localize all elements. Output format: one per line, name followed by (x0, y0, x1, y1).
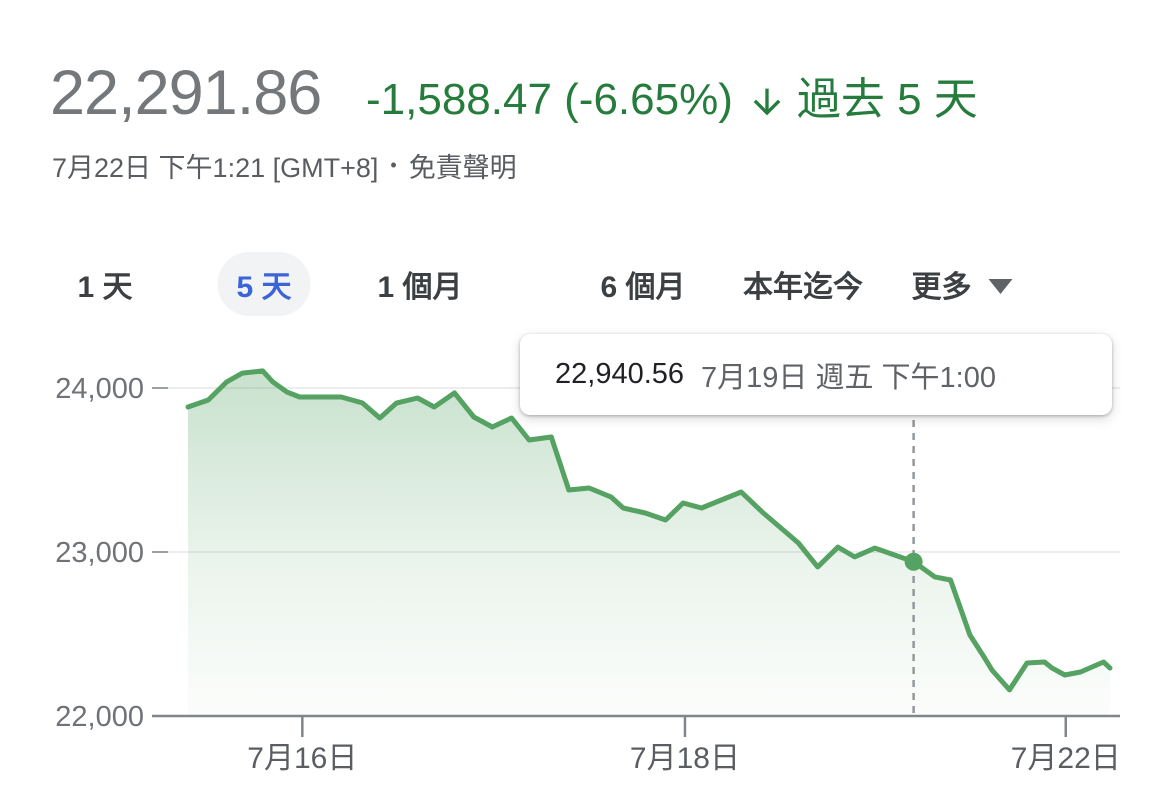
chevron-down-icon (988, 278, 1013, 294)
subtitle-separator: • (390, 155, 397, 175)
tab-ytd[interactable]: 本年迄今 (743, 271, 863, 304)
quote-timestamp: 7月22日 下午1:21 [GMT+8] (52, 153, 379, 183)
price-change-row: -1,588.47 (-6.65%) 過去 5 天 (366, 74, 978, 126)
y-axis-label: 22,000 (55, 701, 144, 733)
tooltip-value: 22,940.56 (555, 358, 685, 390)
price-change: -1,588.47 (-6.65%) (366, 75, 733, 124)
disclaimer-link[interactable]: 免責聲明 (408, 153, 517, 183)
tab-1-month[interactable]: 1 個月 (377, 271, 463, 304)
y-axis-label: 24,000 (55, 373, 144, 405)
arrow-down-icon (753, 88, 781, 116)
highlight-dot (904, 552, 923, 571)
current-price: 22,291.86 (50, 58, 322, 128)
chart-svg[interactable]: 22,000 23,000 24,000 7月16日 7月18日 7月22日 (0, 348, 1170, 808)
tab-1-day[interactable]: 1 天 (77, 271, 133, 304)
x-axis-label: 7月16日 (247, 742, 357, 775)
tooltip-date: 7月19日 週五 下午1:00 (701, 361, 996, 394)
period-label: 過去 5 天 (796, 75, 978, 124)
tab-more-label: 更多 (911, 271, 972, 304)
tooltip: 22,940.56 7月19日 週五 下午1:00 (520, 334, 1112, 415)
series-line (185, 368, 1113, 693)
quote-subtitle: 7月22日 下午1:21 [GMT+8] • 免責聲明 (52, 146, 517, 185)
y-axis-label: 23,000 (55, 537, 144, 569)
chart-area[interactable]: 22,000 23,000 24,000 7月16日 7月18日 7月22日 (0, 348, 1170, 808)
series-area-fill (188, 370, 1110, 716)
tab-6-month[interactable]: 6 個月 (600, 271, 686, 304)
period-tabs: 1 天 5 天 1 個月 6 個月 本年迄今 更多 (0, 252, 1170, 316)
x-axis-label: 7月18日 (630, 742, 740, 775)
x-axis-label: 7月22日 (1011, 742, 1121, 775)
tab-more[interactable]: 更多 (912, 252, 1013, 316)
tab-5-day[interactable]: 5 天 (217, 252, 311, 316)
